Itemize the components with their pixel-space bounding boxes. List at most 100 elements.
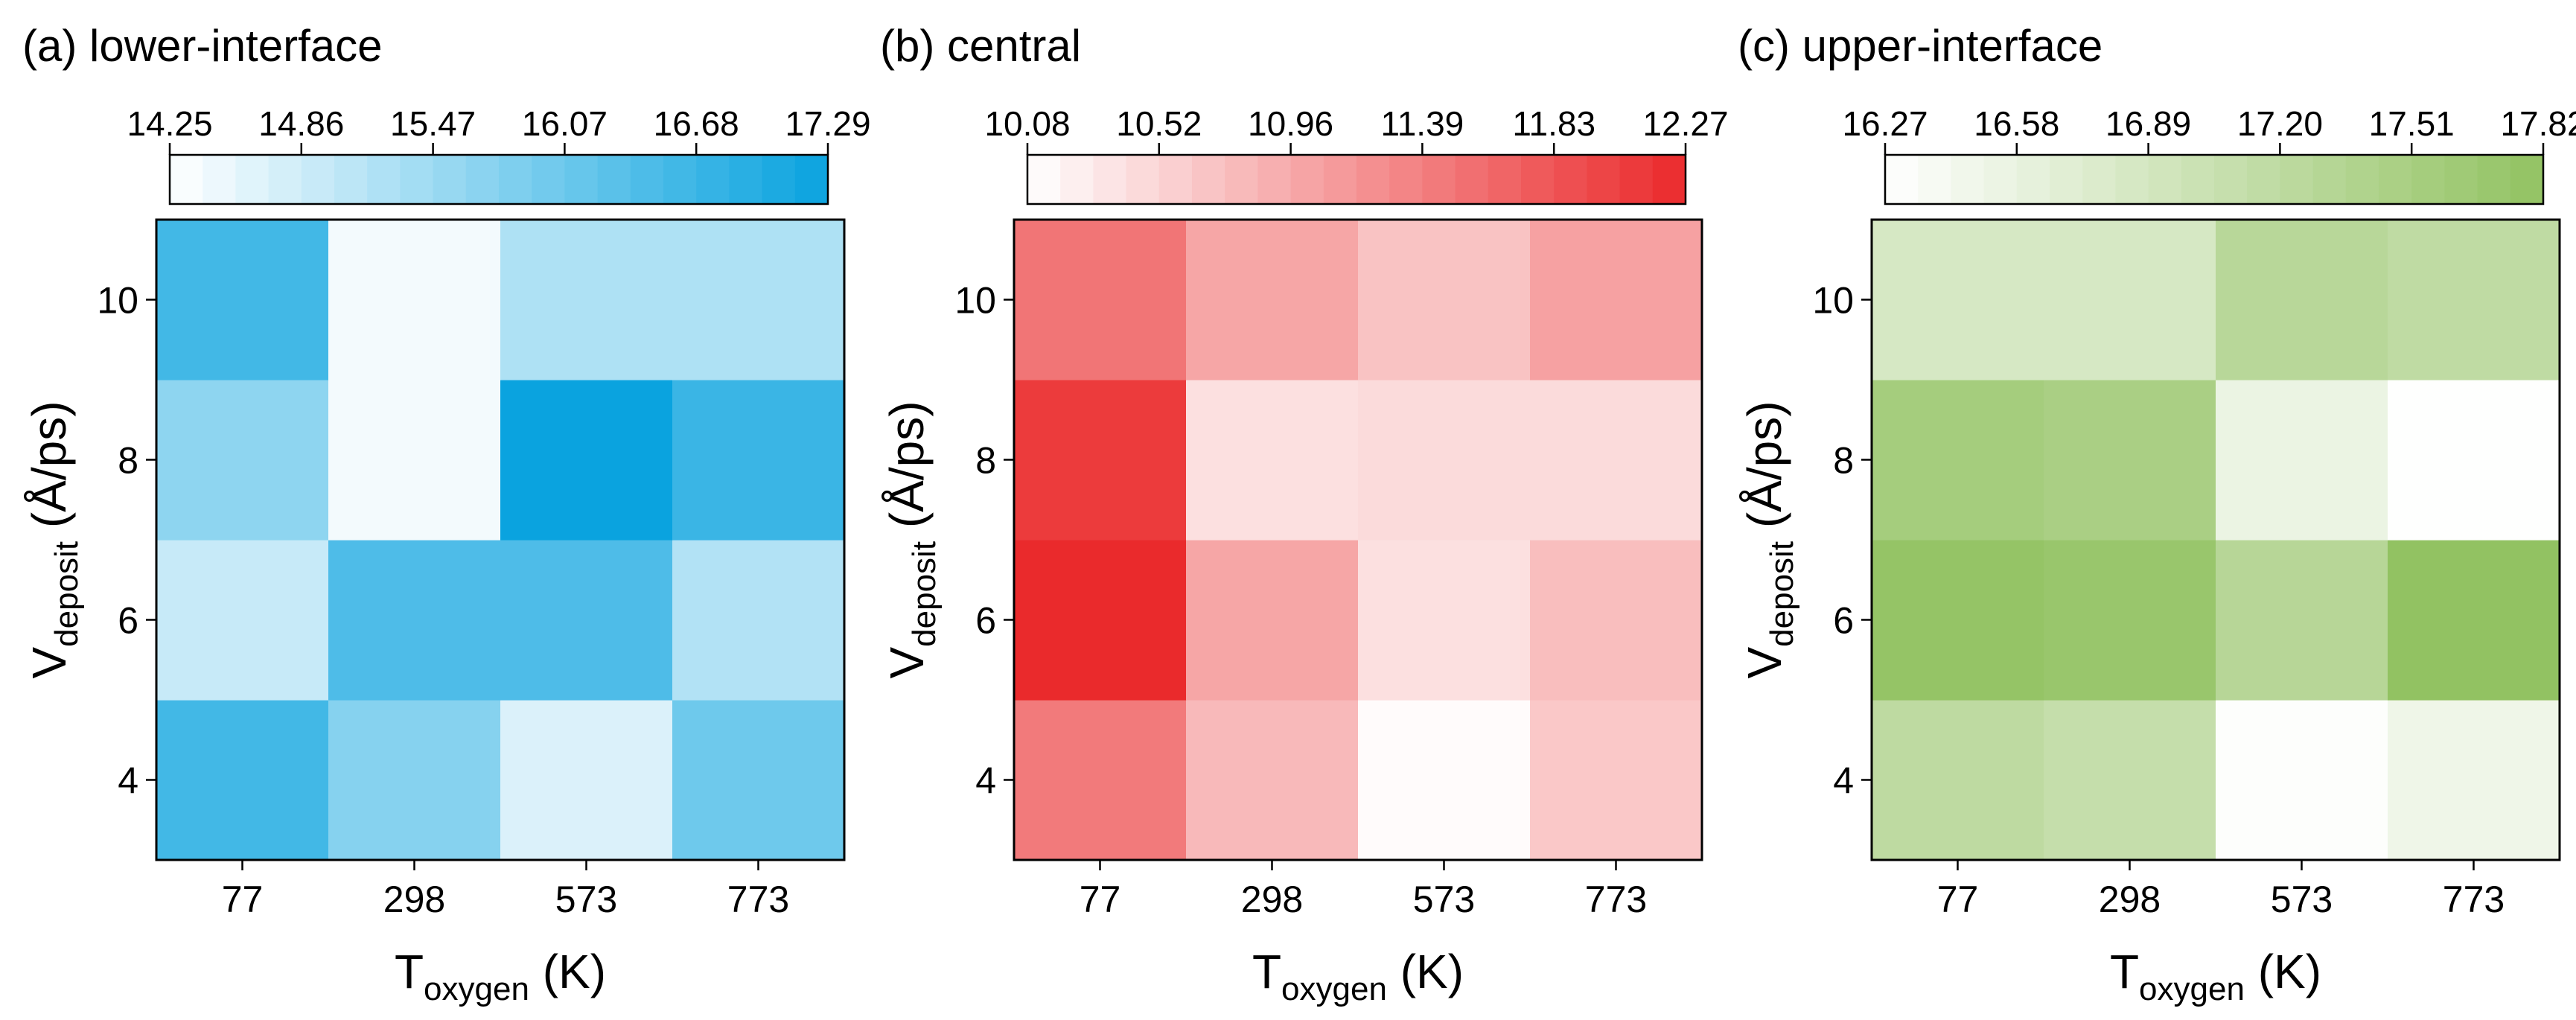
heatmap-cell <box>156 220 329 380</box>
heatmap-cell <box>1530 380 1703 541</box>
x-axis-label-main: T <box>1252 945 1281 998</box>
x-axis-label: Toxygen (K) <box>395 945 606 1007</box>
colorbar-segment <box>1587 155 1621 204</box>
colorbar-segment <box>2379 155 2412 204</box>
heatmap-cell <box>1358 540 1531 701</box>
heatmap-cell <box>2388 220 2560 380</box>
heatmap-frame <box>1870 218 2561 861</box>
colorbar-segment <box>597 155 631 204</box>
colorbar-segment <box>2148 155 2182 204</box>
colorbar-segment <box>1389 155 1423 204</box>
y-axis-label-main: V <box>880 647 934 679</box>
y-axis-label-main: V <box>1738 647 1791 679</box>
colorbar-segment <box>1554 155 1587 204</box>
heatmap-cell <box>2388 380 2560 541</box>
heatmap-frame <box>1013 218 1703 861</box>
y-axis-label: Vdeposit (Å/ps) <box>22 401 85 678</box>
colorbar-segment <box>1983 155 2018 204</box>
heatmap-cell <box>156 700 329 861</box>
colorbar-segment <box>1356 155 1390 204</box>
panel-title: (b) central <box>880 21 1081 71</box>
heatmap-cell <box>328 380 501 541</box>
x-tick-label: 573 <box>2271 879 2333 920</box>
colorbar-segment <box>762 155 796 204</box>
colorbar-segment <box>1422 155 1456 204</box>
y-axis-label-unit: (Å/ps) <box>22 401 76 541</box>
colorbar-tick-label: 16.07 <box>522 104 608 143</box>
heatmap-cell <box>672 540 845 701</box>
colorbar-segment <box>334 155 368 204</box>
x-axis-label-unit: (K) <box>529 945 606 998</box>
heatmap-cell <box>2044 380 2216 541</box>
colorbar-tick-label: 17.82 <box>2500 104 2576 143</box>
colorbar-segment <box>1885 155 1919 204</box>
y-tick-label: 10 <box>954 280 996 322</box>
heatmap-cell <box>500 380 673 541</box>
heatmap-frame <box>155 218 846 861</box>
heatmap-cell <box>672 220 845 380</box>
y-tick-label: 10 <box>1812 280 1854 322</box>
colorbar-segment <box>1951 155 1985 204</box>
colorbar-frame <box>1026 153 1687 205</box>
panel-1: (a) lower-interface 14.25 14.86 15.47 16.07 1… <box>22 21 871 1007</box>
colorbar-segment <box>663 155 697 204</box>
heatmap-cell <box>156 540 329 701</box>
x-axis-label-sub: oxygen <box>424 971 529 1007</box>
colorbar-segment <box>1093 155 1127 204</box>
heatmap-cell <box>1872 380 2044 541</box>
x-axis-label-main: T <box>395 945 424 998</box>
colorbar-tick-label: 11.39 <box>1381 104 1464 143</box>
colorbar-segment <box>1290 155 1324 204</box>
x-axis-label-sub: oxygen <box>1281 971 1387 1007</box>
heatmap-cell <box>1014 700 1187 861</box>
y-tick-label: 6 <box>975 600 996 642</box>
x-tick-label: 573 <box>1413 879 1475 920</box>
heatmap-cell <box>500 700 673 861</box>
colorbar-tick-label: 16.27 <box>1842 104 1928 143</box>
x-axis-label: Toxygen (K) <box>2110 945 2321 1007</box>
heatmap-cell <box>1186 540 1359 701</box>
colorbar-segment <box>532 155 565 204</box>
y-axis-label-sub: deposit <box>48 541 85 647</box>
colorbar-tick-label: 10.08 <box>984 104 1070 143</box>
colorbar-segment <box>2181 155 2215 204</box>
y-axis-label: Vdeposit (Å/ps) <box>880 401 943 678</box>
colorbar-segment <box>2280 155 2314 204</box>
y-tick-label: 6 <box>118 600 138 642</box>
colorbar-tick-label: 11.83 <box>1512 104 1595 143</box>
heatmap-cell <box>672 700 845 861</box>
y-tick-label: 8 <box>975 440 996 482</box>
colorbar-tick-label: 17.51 <box>2369 104 2455 143</box>
heatmap-cell <box>1186 380 1359 541</box>
x-tick-label: 298 <box>383 879 445 920</box>
colorbar-segment <box>1918 155 1951 204</box>
colorbar-segment <box>794 155 829 204</box>
x-tick-label: 573 <box>555 879 617 920</box>
colorbar-tick-label: 16.58 <box>1974 104 2059 143</box>
colorbar-tick-label: 10.52 <box>1116 104 1202 143</box>
colorbar-segment <box>203 155 236 204</box>
heatmap-cell <box>1014 220 1187 380</box>
colorbar-tick-label: 10.96 <box>1248 104 1333 143</box>
heatmap-cell <box>1186 220 1359 380</box>
colorbar-segment <box>1027 155 1061 204</box>
heatmap-cell <box>2044 540 2216 701</box>
heatmap-cell <box>2044 700 2216 861</box>
colorbar-tick-label: 17.20 <box>2237 104 2323 143</box>
colorbar-segment <box>2477 155 2511 204</box>
heatmap-cell <box>2044 220 2216 380</box>
y-tick-label: 4 <box>975 760 996 802</box>
heatmap-cell <box>1358 700 1531 861</box>
y-tick-label: 10 <box>97 280 138 322</box>
colorbar-segment <box>499 155 532 204</box>
y-axis-label-sub: deposit <box>906 541 943 647</box>
colorbar-segment <box>1652 155 1686 204</box>
colorbar-segment <box>1192 155 1225 204</box>
colorbar-segment <box>1455 155 1489 204</box>
x-tick-label: 773 <box>1585 879 1647 920</box>
heatmap-cell <box>2216 700 2388 861</box>
heatmap-cell <box>1530 700 1703 861</box>
colorbar-segment <box>2115 155 2149 204</box>
heatmap-cell <box>328 540 501 701</box>
